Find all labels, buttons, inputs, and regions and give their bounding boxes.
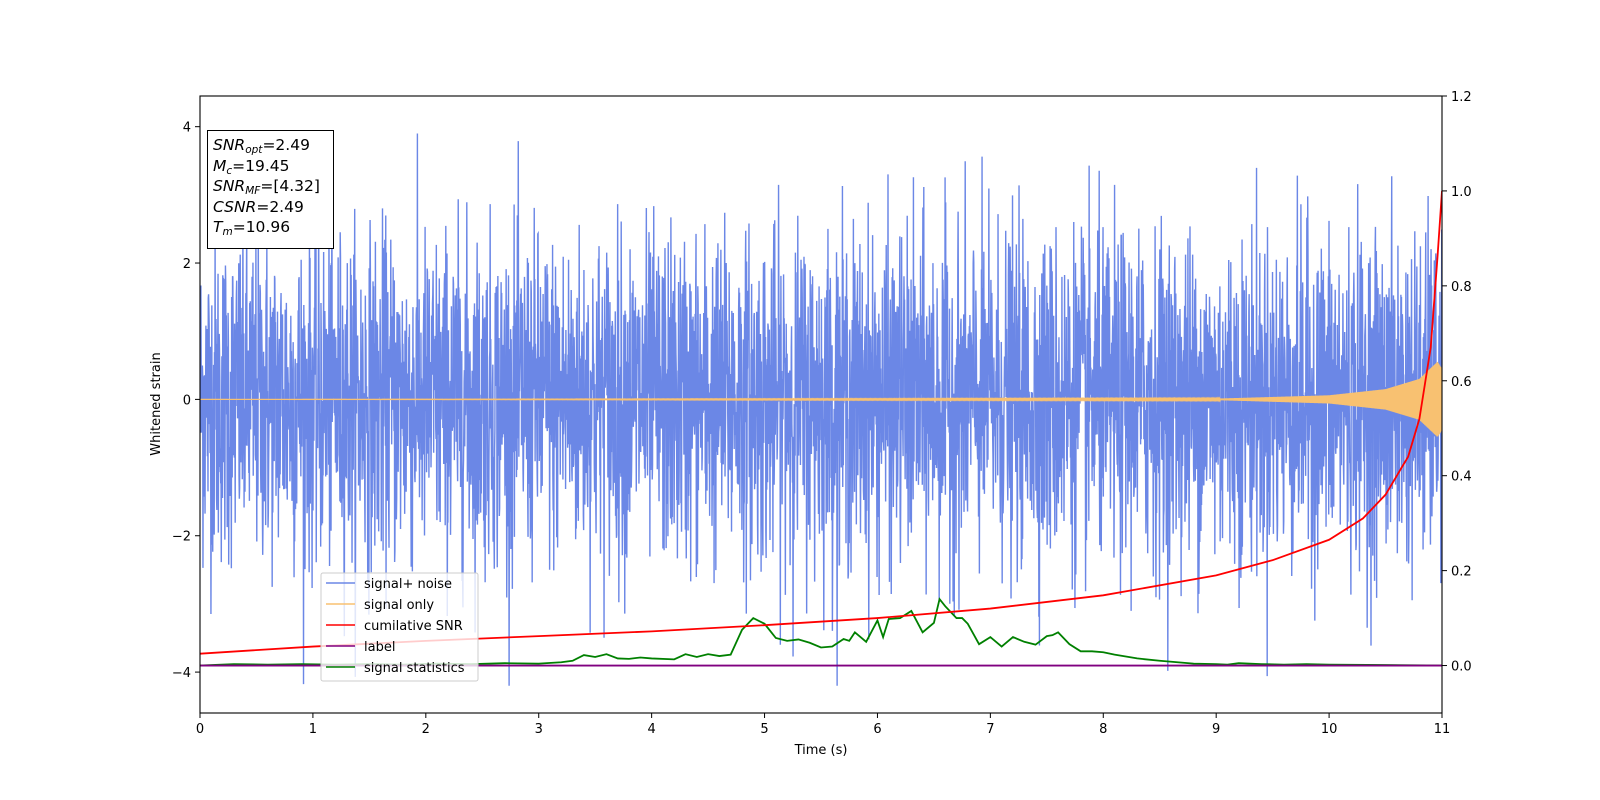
x-tick-label: 3 (535, 722, 543, 737)
x-tick-label: 10 (1321, 722, 1338, 737)
legend-label-signal-noise: signal+ noise (364, 577, 452, 592)
series-signal-statistics-line (200, 597, 1442, 667)
x-tick-label: 6 (873, 722, 881, 737)
axes-frame (199, 95, 1443, 714)
series-cumulative-snr-line (200, 190, 1442, 655)
y-tick-label: −2 (172, 530, 191, 545)
series-signal-noise-line (200, 133, 1442, 686)
x-tick-label: 8 (1099, 722, 1107, 737)
y-tick-label: 0 (183, 393, 191, 408)
annotation-snr-opt: SNRopt=2.49 (213, 136, 310, 156)
y2-axis-ticks: 1.2 1.0 0.8 0.6 0.4 0.2 0.0 (1442, 90, 1472, 675)
legend-label-signal-statistics: signal statistics (364, 661, 465, 676)
annotation-chirp-mass: Mc=19.45 (213, 156, 290, 177)
x-axis-label: Time (s) (794, 743, 848, 758)
y-tick-label: −4 (172, 666, 191, 681)
legend: signal+ noise signal only cumilative SNR… (320, 572, 479, 682)
legend-frame (320, 572, 479, 682)
x-tick-label: 1 (309, 722, 317, 737)
legend-label-signal-only: signal only (364, 598, 434, 613)
x-tick-label: 4 (647, 722, 655, 737)
annotation-snr-mf: SNRMF=[4.32] (213, 177, 320, 197)
annotation-tm: Tm=10.96 (213, 218, 291, 238)
x-tick-label: 7 (986, 722, 994, 737)
series-signal-only-line (200, 361, 1442, 437)
y2-tick-label: 0.2 (1451, 565, 1472, 580)
x-tick-label: 11 (1434, 722, 1451, 737)
y2-tick-label: 0.0 (1451, 660, 1472, 675)
y-axis-ticks: 4 2 0 −2 −4 (172, 121, 200, 681)
x-tick-label: 5 (760, 722, 768, 737)
stats-annotation-box: SNRopt=2.49 Mc=19.45 SNRMF=[4.32] CSNR=2… (207, 130, 334, 249)
y2-tick-label: 0.8 (1451, 280, 1472, 295)
y-axis-label: Whitened strain (149, 352, 164, 455)
y2-tick-label: 0.4 (1451, 470, 1472, 485)
legend-label-label: label (364, 640, 395, 655)
x-tick-label: 9 (1212, 722, 1220, 737)
y2-tick-label: 0.6 (1451, 375, 1472, 390)
annotation-csnr: CSNR=2.49 (213, 197, 304, 216)
x-tick-label: 2 (422, 722, 430, 737)
y2-tick-label: 1.2 (1451, 90, 1472, 105)
y2-tick-label: 1.0 (1451, 185, 1472, 200)
legend-label-cumulative-snr: cumilative SNR (364, 619, 463, 634)
y-tick-label: 2 (183, 257, 191, 272)
x-tick-label: 0 (196, 722, 204, 737)
x-axis-ticks: 0 1 2 3 4 5 6 7 8 9 10 11 (196, 713, 1450, 737)
y-tick-label: 4 (183, 121, 191, 136)
